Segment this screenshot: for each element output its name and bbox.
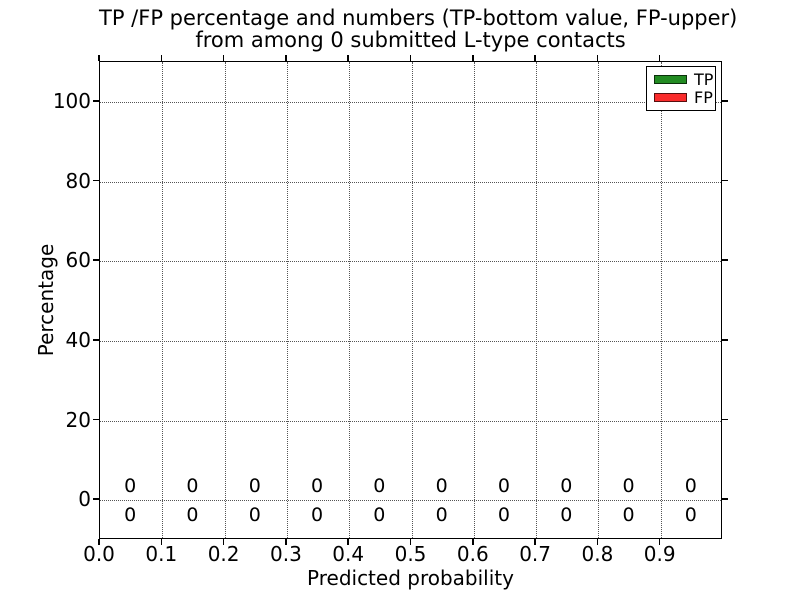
y-tick-mark (722, 498, 728, 500)
x-tick-mark (98, 55, 100, 61)
x-axis-label: Predicted probability (307, 566, 514, 590)
x-tick-mark (222, 55, 225, 61)
y-tick-label: 60 (65, 248, 91, 273)
legend: TP FP (646, 66, 716, 111)
x-tick-mark (409, 539, 412, 545)
x-gridline (224, 62, 226, 538)
y-tick-label: 80 (65, 168, 91, 193)
x-tick-mark (409, 55, 412, 61)
fp-color-swatch-icon (654, 93, 687, 102)
y-tick-mark (722, 418, 728, 421)
x-tick-mark (222, 539, 225, 545)
y-gridline (100, 420, 721, 422)
y-tick-mark (93, 100, 99, 102)
fp-count-label: 0 (186, 474, 199, 497)
x-tick-mark (160, 539, 163, 545)
tp-count-label: 0 (560, 503, 573, 526)
x-gridline (162, 62, 164, 538)
fp-count-label: 0 (435, 474, 448, 497)
fp-count-label: 0 (124, 474, 137, 497)
fp-count-label: 0 (684, 474, 697, 497)
x-gridline (598, 62, 600, 538)
tp-count-label: 0 (373, 503, 386, 526)
chart-title: TP /FP percentage and numbers (TP-bottom… (99, 6, 738, 52)
x-tick-label: 0.5 (394, 542, 427, 566)
tp-color-swatch-icon (654, 75, 687, 84)
tp-count-label: 0 (497, 503, 510, 526)
x-tick-mark (658, 55, 661, 61)
x-tick-label: 0.8 (581, 542, 614, 566)
x-tick-label: 0.6 (456, 542, 489, 566)
y-tick-mark (93, 498, 99, 500)
x-tick-label: 0.7 (519, 542, 551, 566)
x-gridline (411, 62, 413, 538)
legend-label-fp: FP (694, 87, 713, 107)
fp-count-label: 0 (622, 474, 635, 497)
x-gridline (286, 62, 288, 538)
y-tick-mark (722, 339, 728, 341)
x-tick-label: 0.9 (643, 542, 676, 566)
y-tick-mark (722, 259, 728, 261)
legend-label-tp: TP (694, 69, 714, 89)
x-tick-label: 0.4 (332, 542, 365, 566)
y-tick-mark (722, 100, 728, 102)
y-gridline (100, 500, 721, 502)
x-tick-mark (347, 539, 349, 545)
y-gridline (100, 340, 721, 342)
tp-count-label: 0 (186, 503, 199, 526)
x-tick-mark (285, 539, 287, 545)
x-tick-mark (658, 539, 661, 545)
x-tick-mark (534, 539, 536, 545)
y-tick-label: 20 (65, 407, 91, 432)
x-tick-mark (347, 55, 349, 61)
legend-entry-tp: TP (654, 69, 715, 89)
tp-count-label: 0 (435, 503, 448, 526)
x-gridline (349, 62, 351, 538)
y-tick-label: 0 (78, 487, 91, 512)
y-gridline (100, 261, 721, 263)
y-tick-mark (93, 418, 99, 421)
chart-title-line-1: TP /FP percentage and numbers (TP-bottom… (99, 6, 738, 30)
fp-count-label: 0 (311, 474, 324, 497)
x-tick-label: 0.1 (145, 542, 178, 566)
tp-count-label: 0 (684, 503, 697, 526)
tp-count-label: 0 (622, 503, 635, 526)
y-tick-mark (93, 259, 99, 261)
y-gridline (100, 101, 721, 103)
y-tick-mark (93, 179, 99, 182)
x-gridline (660, 62, 662, 538)
fp-count-label: 0 (248, 474, 261, 497)
y-gridline (100, 181, 721, 183)
x-tick-mark (596, 539, 599, 545)
x-tick-mark (98, 539, 100, 545)
fp-count-label: 0 (373, 474, 386, 497)
x-tick-mark (472, 55, 474, 61)
x-tick-label: 0.3 (269, 542, 302, 566)
x-tick-mark (160, 55, 163, 61)
x-tick-mark (534, 55, 536, 61)
fp-count-label: 0 (497, 474, 510, 497)
x-tick-mark (285, 55, 287, 61)
fp-count-label: 0 (560, 474, 573, 497)
legend-entry-fp: FP (654, 87, 715, 107)
x-tick-mark (472, 539, 474, 545)
x-tick-mark (596, 55, 599, 61)
y-tick-label: 40 (65, 327, 91, 352)
x-gridline (473, 62, 475, 538)
tp-count-label: 0 (311, 503, 324, 526)
y-tick-mark (722, 179, 728, 182)
x-tick-label: 0.0 (83, 542, 115, 566)
plot-area (99, 61, 722, 539)
x-gridline (536, 62, 538, 538)
y-tick-label: 100 (52, 88, 91, 113)
y-tick-mark (93, 339, 99, 341)
chart-title-line-2: from among 0 submitted L-type contacts (195, 28, 626, 52)
x-tick-label: 0.2 (207, 542, 240, 566)
tp-count-label: 0 (124, 503, 137, 526)
tp-count-label: 0 (248, 503, 261, 526)
